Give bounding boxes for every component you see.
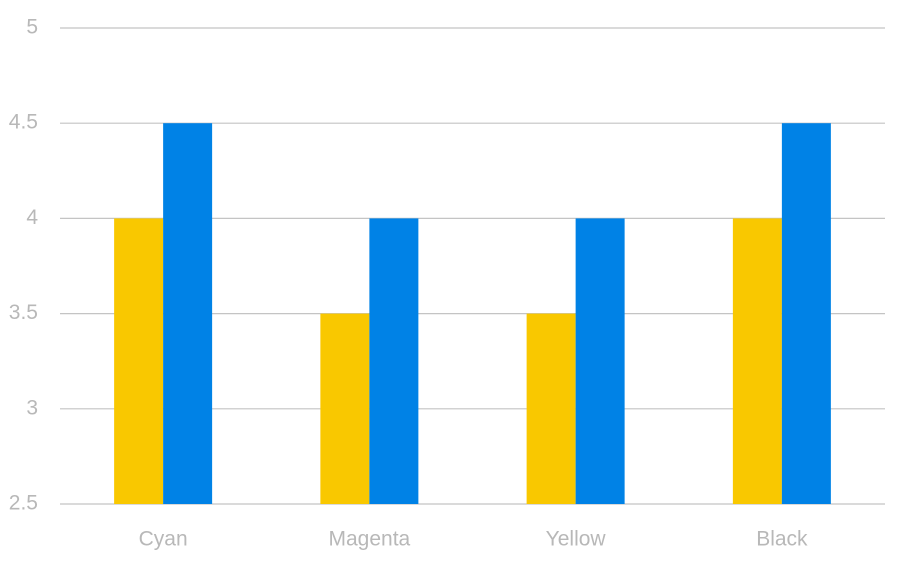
x-tick-label: Black — [756, 528, 808, 551]
bar — [163, 123, 213, 504]
bar — [114, 218, 164, 504]
y-tick-label: 3 — [26, 396, 38, 419]
x-tick-label: Yellow — [546, 528, 607, 551]
x-tick-label: Cyan — [139, 528, 188, 551]
y-tick-label: 3.5 — [9, 301, 38, 324]
y-tick-label: 5 — [26, 16, 38, 39]
y-tick-label: 2.5 — [9, 492, 38, 515]
bar — [575, 218, 625, 504]
bar — [369, 218, 419, 504]
bar — [320, 313, 370, 504]
bar — [732, 218, 782, 504]
y-tick-label: 4 — [26, 206, 38, 229]
y-tick-label: 4.5 — [9, 111, 38, 134]
bar — [526, 313, 576, 504]
x-tick-label: Magenta — [329, 528, 411, 551]
bar — [781, 123, 831, 504]
